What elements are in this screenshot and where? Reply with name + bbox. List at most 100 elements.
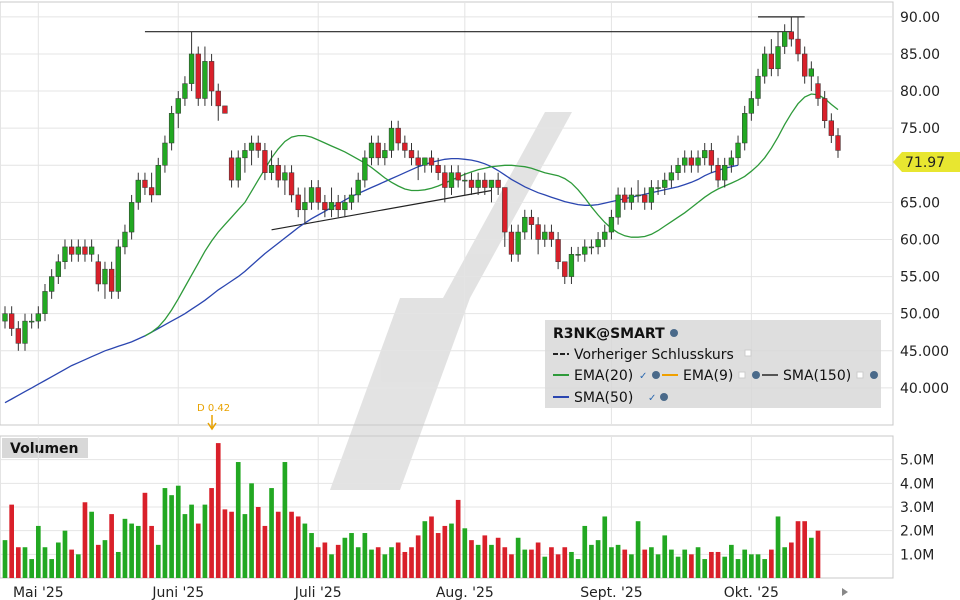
volume-bar	[515, 537, 521, 578]
candle-body	[455, 172, 461, 181]
candle	[448, 165, 455, 195]
volume-bar	[682, 549, 688, 578]
candle-body	[162, 142, 168, 166]
candle-body	[748, 98, 755, 114]
candle-body	[268, 165, 275, 173]
candle	[562, 261, 568, 284]
price-tick-label: 75.00	[900, 121, 940, 137]
volume-bars	[2, 443, 821, 578]
candle	[122, 224, 128, 255]
candle-body	[175, 98, 181, 114]
candle	[9, 306, 15, 336]
volume-bar	[442, 525, 448, 578]
candle-body	[102, 268, 108, 285]
candle-body	[55, 261, 61, 277]
candle	[29, 313, 35, 329]
candle	[802, 46, 808, 84]
globe-icon[interactable]	[652, 371, 660, 379]
price-tick-label: 40.000	[900, 381, 949, 397]
candle-body	[448, 172, 455, 188]
ema9-toggle[interactable]	[738, 371, 746, 379]
candle	[88, 239, 95, 262]
globe-icon[interactable]	[660, 393, 668, 401]
candle-body	[615, 194, 621, 218]
candle	[755, 68, 761, 106]
volume-bar	[802, 521, 808, 578]
candle	[768, 39, 775, 77]
volume-bar	[702, 559, 708, 578]
volume-bar	[135, 525, 141, 578]
candle	[488, 179, 495, 203]
x-tick-label: Okt. '25	[724, 585, 779, 600]
candle	[162, 135, 168, 173]
candle-body	[608, 216, 615, 233]
candle	[235, 150, 241, 188]
candle-body	[742, 113, 748, 144]
candle-body	[835, 135, 841, 151]
candle	[688, 150, 695, 173]
globe-icon[interactable]	[870, 371, 878, 379]
candle	[188, 31, 195, 92]
candle	[748, 91, 755, 121]
volume-bar	[615, 544, 621, 578]
candle-body	[582, 246, 588, 255]
candle	[142, 172, 148, 195]
check-icon[interactable]: ✓	[648, 393, 656, 404]
candle	[788, 16, 795, 47]
dividend-marker[interactable]: D 0.42	[197, 403, 230, 431]
candle-body	[95, 261, 101, 285]
candle	[662, 172, 668, 195]
volume-bar	[555, 554, 561, 578]
prev-close-toggle[interactable]	[744, 349, 752, 357]
check-icon[interactable]: ✓	[639, 371, 647, 382]
candle-body	[115, 246, 121, 292]
candle	[668, 165, 675, 188]
candle-body	[195, 53, 201, 99]
candle	[68, 239, 75, 262]
candle-body	[635, 194, 641, 197]
candle	[22, 313, 28, 351]
candle-body	[602, 231, 608, 240]
candle	[328, 187, 335, 218]
volume-bar	[82, 502, 88, 578]
volume-bar	[229, 511, 234, 578]
candle-body	[822, 98, 828, 121]
volume-bar	[275, 511, 281, 578]
volume-bar	[169, 495, 174, 578]
candle-body	[755, 75, 761, 99]
candle-body	[462, 179, 468, 182]
candle-body	[35, 313, 41, 322]
candle	[248, 135, 255, 166]
candle	[382, 143, 388, 166]
volume-bar	[529, 549, 534, 578]
price-tick-label: 80.00	[900, 84, 940, 100]
scroll-right-icon[interactable]	[842, 588, 848, 596]
volume-bar	[775, 516, 781, 578]
candle	[735, 135, 741, 166]
volume-bar	[2, 540, 8, 578]
volume-bar	[635, 521, 641, 578]
volume-bar	[162, 488, 168, 578]
globe-icon[interactable]	[670, 329, 678, 337]
candle-body	[108, 268, 115, 292]
candle	[242, 143, 248, 173]
sma150-toggle[interactable]	[856, 371, 864, 379]
candle	[655, 180, 661, 195]
candle	[502, 187, 508, 247]
candle-body	[48, 276, 55, 292]
candle-body	[568, 254, 575, 277]
volume-bar	[189, 504, 194, 578]
volume-bar	[249, 483, 254, 578]
volume-bar	[122, 518, 128, 578]
candle	[622, 187, 628, 210]
legend-box: R3NK@SMART Vorheriger Schlusskurs EMA(20…	[545, 320, 881, 408]
volume-tick-label: 3.0M	[900, 500, 934, 516]
globe-icon[interactable]	[752, 371, 760, 379]
candle-body	[402, 142, 408, 151]
candle-body	[368, 142, 375, 159]
volume-bar	[282, 462, 288, 578]
candle-body	[382, 150, 388, 159]
legend-ema9: EMA(9)	[683, 368, 733, 384]
volume-bar	[109, 514, 114, 578]
volume-bar	[115, 551, 121, 578]
